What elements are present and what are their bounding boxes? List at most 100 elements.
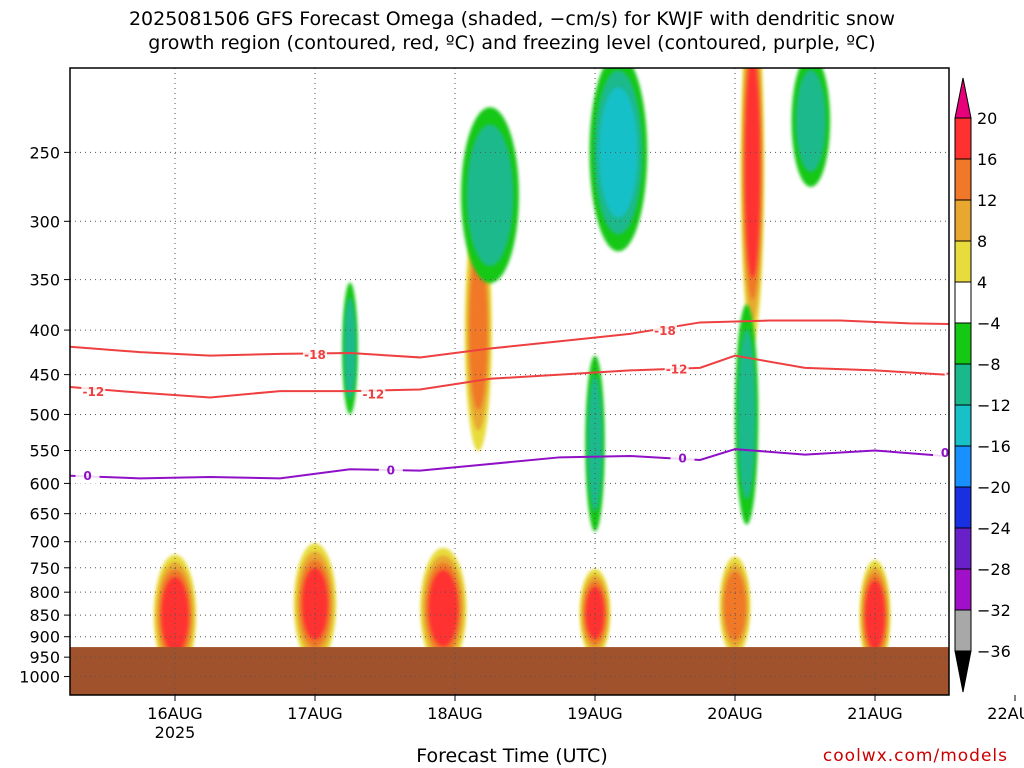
x-axis-label: Forecast Time (UTC) — [416, 745, 608, 767]
colorbar-box — [954, 158, 972, 201]
contour-label: -12 — [946, 366, 968, 380]
colorbar-tick-label: −36 — [977, 642, 1011, 661]
x-tick-label: 16AUG — [147, 704, 202, 723]
colorbar-tick-label: −8 — [977, 355, 1001, 374]
colorbar-tick-label: −12 — [977, 396, 1011, 415]
omega-cell — [585, 586, 605, 639]
colorbar-box — [954, 281, 972, 324]
y-tick-label: 500 — [29, 405, 60, 424]
contour-label-bg — [378, 462, 403, 479]
contour-label: 0 — [387, 464, 395, 478]
colorbar-tick-label: 16 — [977, 150, 997, 169]
omega-cell — [737, 329, 756, 500]
colorbar-box — [954, 322, 972, 365]
contour-label-bg — [664, 361, 689, 378]
chart-title-line-2: growth region (contoured, red, ºC) and f… — [148, 32, 876, 54]
colorbar-tick-label: 12 — [977, 191, 997, 210]
colorbar-box — [954, 527, 972, 570]
y-tick-label: 450 — [29, 366, 60, 385]
y-tick-label: 800 — [29, 583, 60, 602]
x-tick-label: 17AUG — [287, 704, 342, 723]
ground-layer — [70, 647, 949, 695]
colorbar-box — [954, 568, 972, 611]
y-tick-label: 550 — [29, 442, 60, 461]
contour-label: -12 — [82, 385, 104, 399]
colorbar-box — [954, 199, 972, 242]
x-tick-label: 20AUG — [707, 704, 762, 723]
contour-label-bg — [303, 346, 327, 363]
ground-fill — [70, 647, 949, 695]
colorbar-box — [954, 404, 972, 447]
colorbar-box — [954, 363, 972, 406]
colorbar-tick-label: −24 — [977, 519, 1011, 538]
colorbar-tick-label: −20 — [977, 478, 1011, 497]
y-tick-label: 350 — [29, 271, 60, 290]
y-tick-label: 750 — [29, 559, 60, 578]
contour-label-bg — [653, 323, 677, 340]
contour-label: 0 — [678, 452, 686, 466]
watermark: coolwx.com/models — [822, 746, 1008, 766]
contour-label-bg — [361, 386, 386, 403]
contour-label-bg — [933, 445, 949, 462]
contour-label: -18 — [304, 348, 326, 362]
colorbar-box — [954, 117, 972, 160]
y-tick-label: 950 — [29, 648, 60, 667]
omega-cell — [344, 297, 356, 400]
colorbar-top-arrow — [954, 77, 972, 119]
colorbar-tick-label: −16 — [977, 437, 1011, 456]
colorbar-tick-label: 20 — [977, 109, 997, 128]
chart-title-line-1: 2025081506 GFS Forecast Omega (shaded, −… — [128, 8, 896, 30]
y-axis: 250 300 350 400 450 500 550 600 650 700 750 800 850 9… — [19, 143, 70, 687]
x-tick-label: 18AUG — [427, 704, 482, 723]
omega-cell — [795, 69, 826, 172]
y-tick-label: 600 — [29, 474, 60, 493]
colorbar-box — [954, 445, 972, 488]
omega-cell — [599, 87, 638, 218]
y-tick-label: 250 — [29, 143, 60, 162]
contour-label-bg — [944, 364, 949, 381]
colorbar-box — [954, 486, 972, 529]
omega-cell — [428, 570, 459, 647]
x-tick-label: 19AUG — [567, 704, 622, 723]
contour-label: 0 — [941, 446, 949, 460]
x-tick-label: 22AUG — [987, 704, 1024, 723]
colorbar-tick-label: 8 — [977, 232, 987, 251]
colorbar-tick-label: 4 — [977, 273, 987, 292]
colorbar-box — [954, 240, 972, 283]
y-tick-label: 900 — [29, 628, 60, 647]
plot-frame — [69, 67, 950, 696]
contour-line — [70, 354, 949, 399]
omega-cell — [466, 124, 514, 267]
contour-line — [70, 448, 949, 480]
colorbar: 20 16 12 8 4 −4 −8 −12 −16 −20 −24 −28 −32 −36 — [954, 77, 1011, 693]
omega-cell — [1019, 177, 1024, 265]
omega-cell — [724, 571, 746, 641]
y-tick-label: 400 — [29, 321, 60, 340]
contour-label-bg — [670, 450, 695, 467]
colorbar-tick-label: −28 — [977, 560, 1011, 579]
x-tick-sublabel: 2025 — [155, 723, 196, 742]
contour-label: -18 — [654, 324, 676, 338]
contour-label: 0 — [83, 469, 91, 483]
y-tick-label: 650 — [29, 505, 60, 524]
y-tick-label: 850 — [29, 606, 60, 625]
contour-label: -12 — [666, 363, 688, 377]
colorbar-tick-label: −4 — [977, 314, 1001, 333]
contour-line — [70, 319, 949, 359]
x-tick-label: 21AUG — [847, 704, 902, 723]
omega-shading — [153, 68, 1024, 676]
omega-cell — [745, 68, 760, 278]
y-tick-label: 1000 — [19, 668, 60, 687]
colorbar-bottom-arrow — [954, 650, 972, 693]
colorbar-tick-label: −32 — [977, 601, 1011, 620]
contour-label-bg — [81, 383, 106, 400]
y-tick-label: 700 — [29, 533, 60, 552]
omega-cell — [469, 250, 488, 410]
contour-label-bg — [75, 467, 100, 484]
colorbar-box — [954, 609, 972, 652]
y-tick-label: 300 — [29, 212, 60, 231]
contour-label: -12 — [362, 387, 384, 401]
